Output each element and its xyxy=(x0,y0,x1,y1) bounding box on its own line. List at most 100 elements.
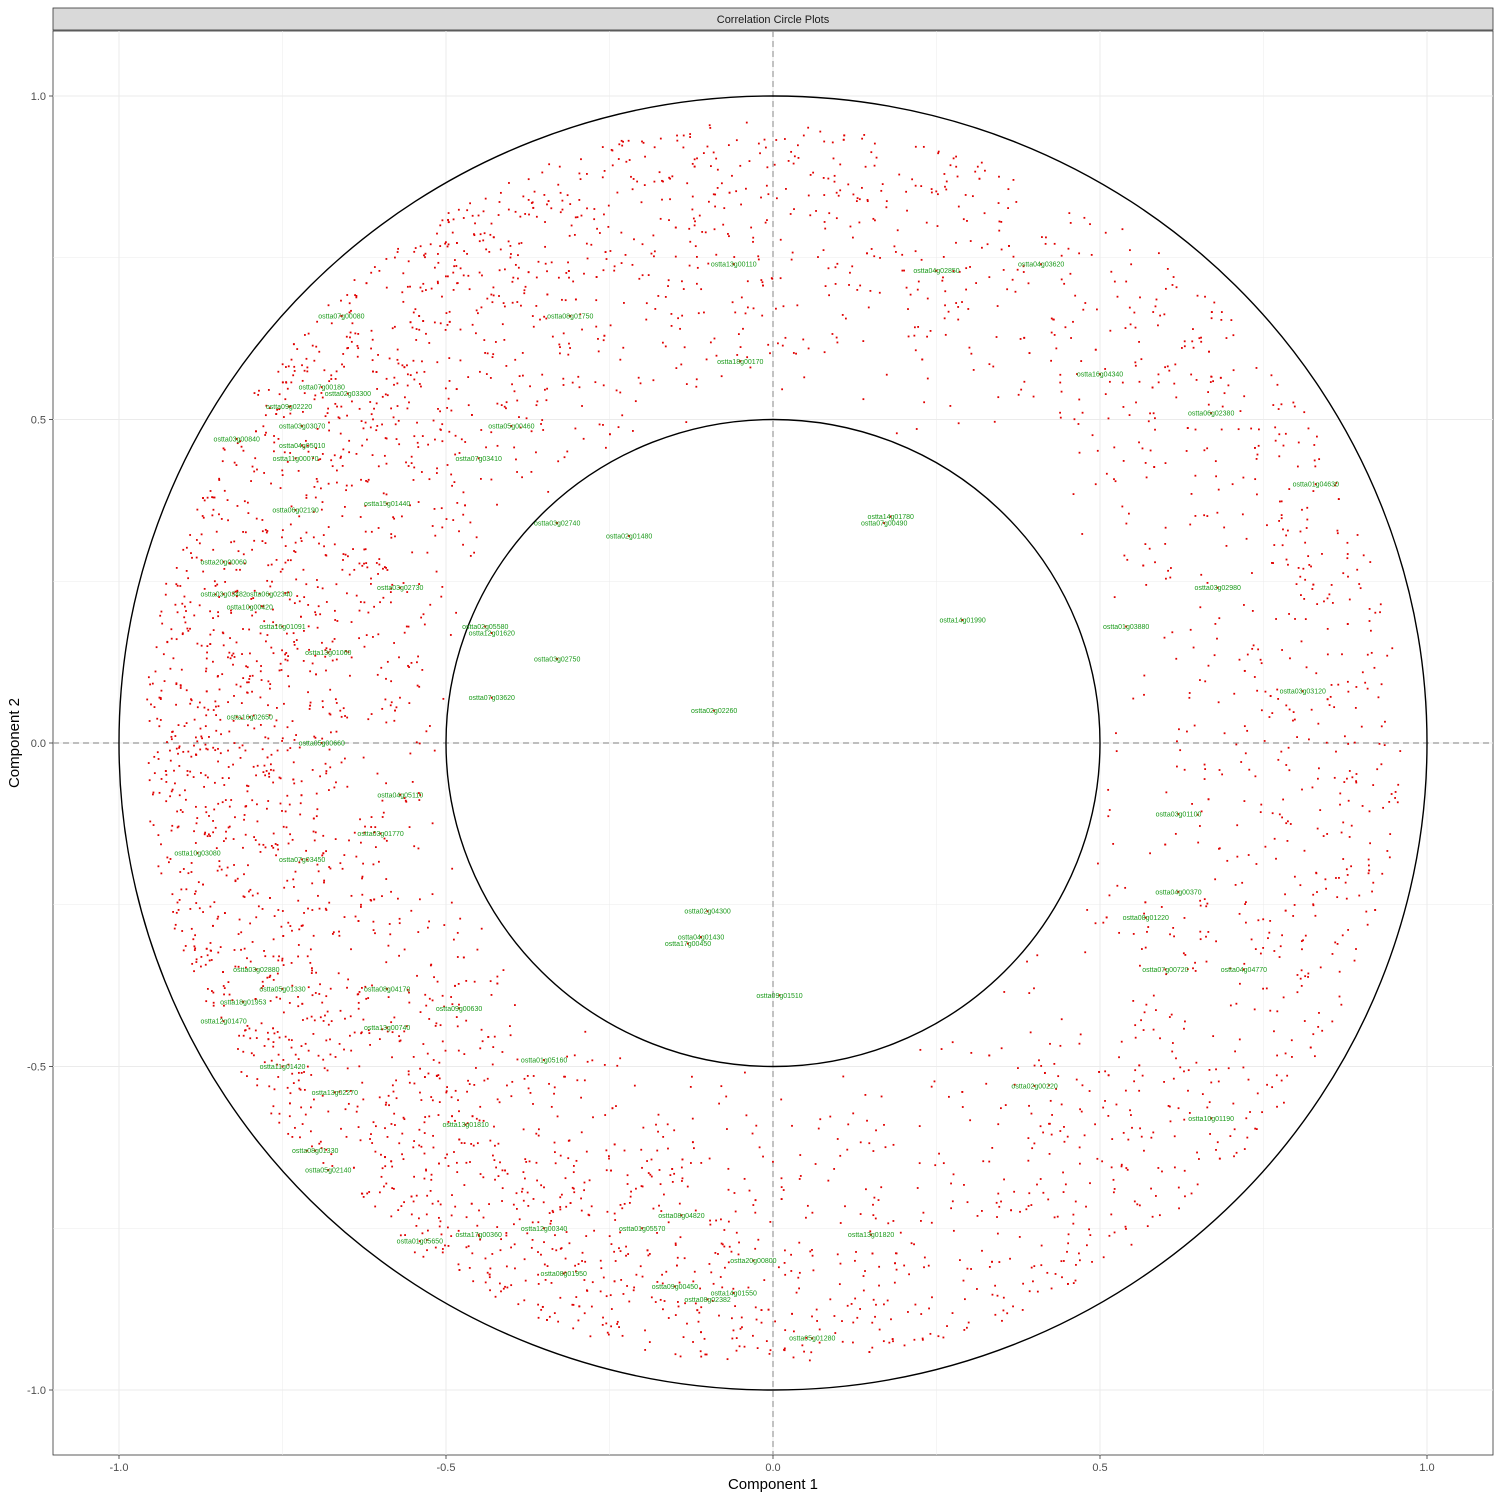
data-point xyxy=(330,459,333,462)
data-point xyxy=(442,697,445,700)
data-point xyxy=(446,1226,449,1229)
data-point xyxy=(1346,553,1349,555)
data-point xyxy=(352,548,354,550)
data-point xyxy=(496,975,499,978)
data-point xyxy=(1271,562,1273,564)
data-point xyxy=(265,770,268,772)
data-point xyxy=(793,208,795,211)
data-point xyxy=(370,583,372,585)
data-point xyxy=(156,717,159,720)
data-point xyxy=(410,661,413,664)
data-point xyxy=(1081,533,1084,535)
data-point xyxy=(718,1314,720,1317)
data-point xyxy=(946,1325,948,1327)
data-point xyxy=(299,1088,302,1091)
data-point xyxy=(1239,410,1242,412)
data-point xyxy=(305,496,308,499)
data-point xyxy=(407,260,410,263)
data-point xyxy=(1164,366,1167,369)
labeled-point xyxy=(399,586,402,589)
data-point xyxy=(175,638,178,641)
data-point xyxy=(844,317,847,320)
data-point xyxy=(484,1281,487,1284)
data-point xyxy=(1084,951,1087,954)
data-point xyxy=(306,858,308,861)
data-point xyxy=(858,221,861,224)
data-point xyxy=(1199,899,1202,902)
data-point xyxy=(423,1152,426,1155)
data-point xyxy=(797,157,800,159)
data-point xyxy=(552,1211,555,1214)
data-point xyxy=(252,597,255,599)
data-point xyxy=(357,920,360,922)
data-point xyxy=(1366,923,1369,926)
data-point xyxy=(567,1139,570,1142)
data-point xyxy=(298,928,301,931)
data-point xyxy=(270,768,272,771)
data-point xyxy=(444,328,447,331)
data-point xyxy=(214,781,216,784)
data-point xyxy=(1203,449,1206,452)
data-point xyxy=(406,384,409,387)
data-point xyxy=(307,691,309,694)
data-point xyxy=(668,176,671,179)
labeled-point xyxy=(1177,890,1180,893)
data-point xyxy=(190,755,193,758)
data-point xyxy=(869,1230,872,1233)
data-point xyxy=(1394,791,1397,793)
data-point xyxy=(765,1340,768,1343)
labeled-point xyxy=(386,502,389,505)
data-point xyxy=(1154,305,1157,308)
data-point xyxy=(196,706,199,709)
data-point xyxy=(574,1264,577,1267)
data-point xyxy=(249,922,252,925)
data-point xyxy=(1149,449,1152,452)
data-point xyxy=(644,155,646,158)
data-point xyxy=(659,217,662,220)
data-point xyxy=(658,1169,661,1171)
data-point xyxy=(1326,627,1329,630)
data-point xyxy=(1139,1127,1141,1130)
data-point xyxy=(705,1353,708,1356)
data-point xyxy=(419,1011,422,1013)
labeled-point xyxy=(1314,483,1317,486)
data-point xyxy=(929,1332,932,1335)
data-point xyxy=(814,1163,817,1165)
data-point xyxy=(327,1110,330,1113)
data-point xyxy=(1198,1158,1200,1160)
data-point xyxy=(1199,606,1202,609)
data-point xyxy=(371,984,373,987)
data-point xyxy=(921,358,924,361)
data-point xyxy=(1074,1200,1077,1203)
data-point xyxy=(734,1210,737,1213)
variable-label: ostta12g01470 xyxy=(200,1019,246,1026)
data-point xyxy=(535,404,538,407)
data-point xyxy=(1140,1019,1142,1022)
data-point xyxy=(1276,383,1279,386)
data-point xyxy=(1195,1061,1198,1064)
data-point xyxy=(401,1153,403,1156)
data-point xyxy=(339,457,342,459)
data-point xyxy=(256,1084,259,1087)
data-point xyxy=(723,1229,726,1231)
data-point xyxy=(754,1247,757,1250)
data-point xyxy=(553,1092,555,1095)
data-point xyxy=(381,895,383,898)
data-point xyxy=(165,773,168,776)
data-point xyxy=(1000,248,1003,251)
data-point xyxy=(398,1040,401,1043)
data-point xyxy=(1216,1141,1219,1144)
data-point xyxy=(445,312,448,314)
data-point xyxy=(583,1279,586,1281)
data-point xyxy=(456,502,459,504)
data-point xyxy=(1272,404,1275,406)
data-point xyxy=(394,709,396,712)
data-point xyxy=(381,799,384,802)
data-point xyxy=(922,145,925,148)
data-point xyxy=(1184,954,1187,956)
data-point xyxy=(530,470,533,473)
data-point xyxy=(859,1308,861,1310)
variable-label: ostta09g02220 xyxy=(266,404,312,411)
data-point xyxy=(489,1289,491,1292)
data-point xyxy=(952,270,955,272)
